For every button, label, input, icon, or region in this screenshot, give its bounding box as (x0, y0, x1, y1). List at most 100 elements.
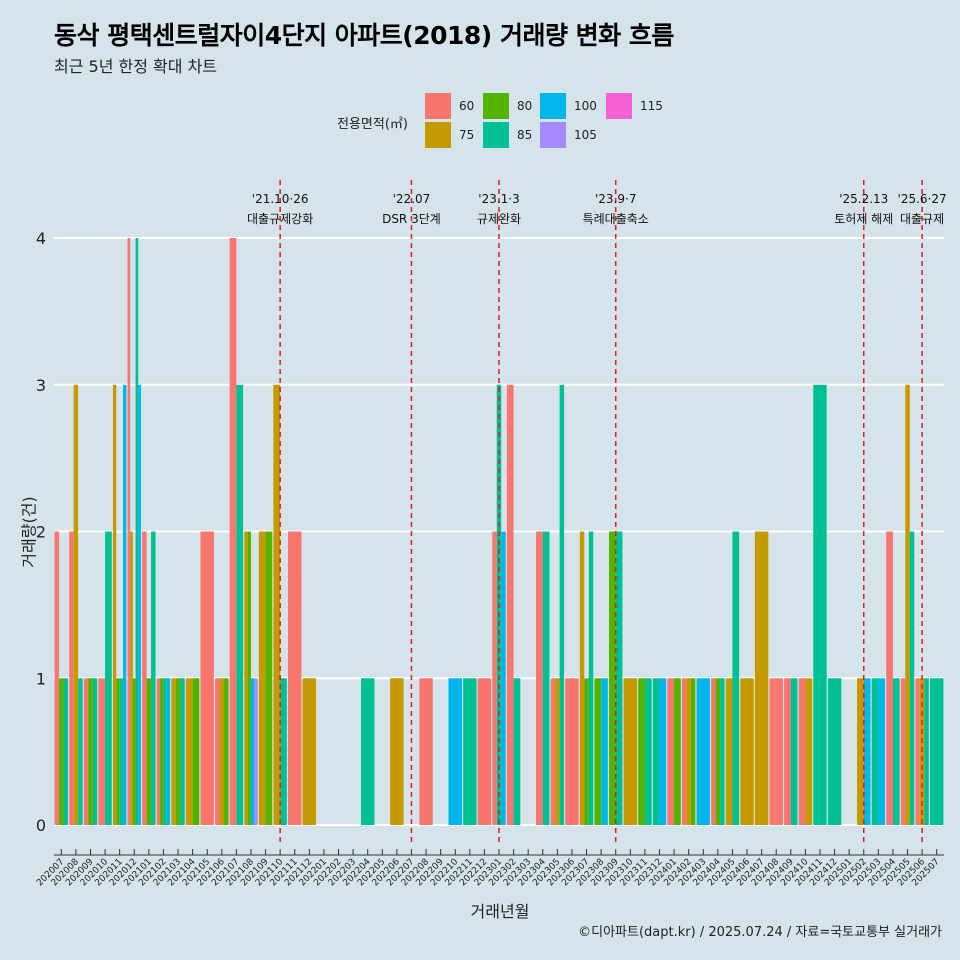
legend-item-80: 80 (483, 93, 532, 119)
annotation-label: 토허제 해제 (834, 212, 893, 226)
bar-202208-60 (419, 678, 433, 825)
bar-202107-85 (236, 384, 244, 825)
bar-202111-60 (288, 531, 302, 825)
bar-202103-75 (171, 678, 176, 825)
annotation-date: '25.2.13 (839, 192, 888, 206)
legend-item-105: 105 (540, 122, 597, 148)
y-tick-label: 2 (36, 523, 46, 542)
bar-202409-85 (790, 678, 798, 825)
bar-202408-60 (769, 678, 783, 825)
bar-202105-60 (200, 531, 214, 825)
legend-item-75: 75 (425, 122, 474, 148)
bar-202106-75 (219, 678, 225, 825)
bar-202404-60 (711, 678, 716, 825)
bar-202404-85 (720, 678, 725, 825)
bar-202311-85 (644, 678, 652, 825)
legend-swatch (483, 93, 509, 119)
bar-202304-60 (536, 531, 543, 825)
bar-202411-85 (813, 384, 827, 825)
bar-202102-100 (166, 678, 171, 825)
bar-202108-105 (254, 678, 258, 825)
bar-202012-80 (132, 678, 136, 825)
bar-202309-85 (615, 531, 623, 825)
bar-202010-85 (105, 531, 112, 825)
legend-swatch (540, 93, 566, 119)
bar-202110-75 (273, 384, 281, 825)
legend-swatch (425, 122, 451, 148)
bar-202506-85 (924, 678, 929, 825)
bar-202011-75 (112, 384, 117, 825)
legend-item-115: 115 (606, 93, 663, 119)
y-tick-label: 0 (36, 816, 46, 835)
bar-202401-80 (674, 678, 681, 825)
legend-label: 80 (517, 99, 533, 113)
bar-202104-75 (185, 678, 193, 825)
annotation-label: DSR 3단계 (382, 212, 441, 226)
bar-202307-80 (584, 678, 589, 825)
bar-202009-60 (83, 678, 89, 825)
bar-202504-85 (892, 678, 900, 825)
bar-202305-85 (559, 384, 565, 825)
legend-swatch (540, 122, 566, 148)
bar-202011-100 (123, 384, 127, 825)
annotation-label: 규제완화 (477, 212, 521, 226)
bar-202108-100 (250, 678, 255, 825)
y-axis-label: 거래량(건) (19, 496, 39, 568)
annotation-label: 특례대출축소 (583, 212, 649, 226)
bar-202503-85 (871, 678, 879, 825)
bar-202210-100 (448, 678, 462, 825)
legend-item-85: 85 (483, 122, 532, 148)
bar-202505-75 (905, 384, 910, 825)
bar-202405-75 (725, 678, 733, 825)
bar-202309-80 (609, 531, 616, 825)
bar-202305-60 (550, 678, 556, 825)
bar-202404-80 (715, 678, 721, 825)
bar-202206-75 (390, 678, 404, 825)
bar-202109-80 (265, 531, 273, 825)
bar-202307-75 (579, 531, 585, 825)
bar-202407-75 (754, 531, 769, 825)
annotation-label: 대출규제강화 (247, 212, 313, 226)
bar-202011-85 (119, 678, 124, 825)
bar-202008-75 (73, 384, 79, 825)
bar-202402-75 (686, 678, 691, 825)
chart-subtitle: 최근 5년 한정 확대 차트 (54, 57, 218, 76)
bar-202108-75 (244, 531, 248, 825)
bar-202109-75 (258, 531, 266, 825)
annotation-date: '25.6·27 (898, 192, 947, 206)
bar-202102-60 (156, 678, 161, 825)
bar-202007-85 (63, 678, 69, 825)
bar-202102-85 (163, 678, 167, 825)
legend-item-100: 100 (540, 93, 597, 119)
legend-label: 115 (640, 99, 663, 113)
bar-202305-75 (555, 678, 560, 825)
bar-202409-60 (784, 678, 791, 825)
bar-202502-75 (857, 678, 864, 825)
bar-202106-80 (224, 678, 229, 825)
legend-title: 전용면적(㎡) (337, 117, 408, 132)
bar-202308-100 (601, 678, 608, 825)
bar-202312-85 (652, 678, 660, 825)
bar-202301-100 (501, 531, 506, 825)
bar-202103-80 (175, 678, 181, 825)
annotation-date: '23.1·3 (478, 192, 519, 206)
bar-202506-60 (915, 678, 920, 825)
bar-202012-60 (127, 238, 131, 825)
bar-202410-75 (805, 678, 813, 825)
bar-202401-60 (667, 678, 675, 825)
bar-202107-60 (229, 238, 237, 825)
bar-202403-100 (696, 678, 710, 825)
bar-202102-80 (160, 678, 164, 825)
bar-202110-85 (280, 678, 287, 825)
bar-202104-80 (192, 678, 200, 825)
source-caption: ©디아파트(dapt.kr) / 2025.07.24 / 자료=국토교통부 실… (578, 925, 942, 940)
legend-label: 75 (459, 128, 475, 142)
bar-202302-85 (513, 678, 521, 825)
bar-202011-80 (116, 678, 120, 825)
bar-202007-80 (59, 678, 64, 825)
bar-202108-80 (247, 531, 251, 825)
bar-202010-60 (98, 678, 106, 825)
bar-202301-60 (492, 531, 497, 825)
annotation-date: '21.10·26 (252, 192, 309, 206)
